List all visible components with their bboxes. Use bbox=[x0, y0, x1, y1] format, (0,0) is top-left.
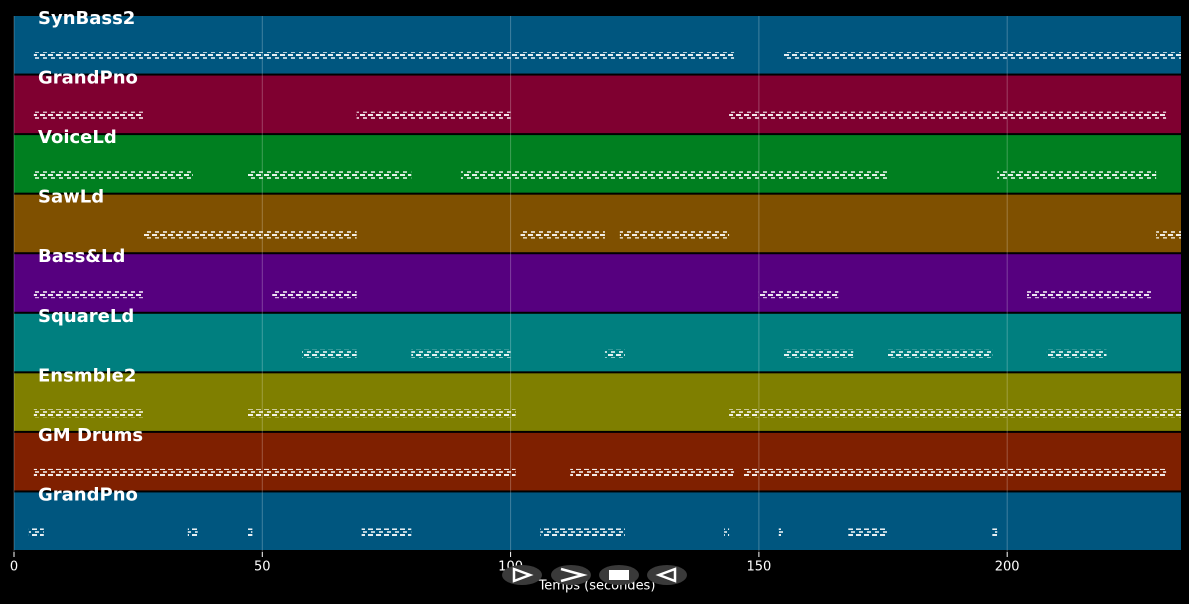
x-tick-label: 200 bbox=[995, 560, 1020, 575]
note-span bbox=[33, 171, 193, 180]
note-span bbox=[460, 171, 889, 180]
note-span bbox=[247, 409, 516, 418]
playback-controls bbox=[502, 565, 687, 585]
track-label: SawLd bbox=[38, 187, 104, 208]
track-lane bbox=[14, 432, 1181, 491]
note-span bbox=[28, 528, 44, 537]
track-lane bbox=[14, 16, 1181, 74]
track-label: Bass&Ld bbox=[38, 246, 125, 267]
note-span bbox=[729, 409, 1181, 418]
note-span bbox=[520, 230, 605, 239]
note-span bbox=[33, 52, 144, 60]
lanes: SynBass2 GrandPno VoiceLd SawLd Bass&Ld Squar… bbox=[14, 8, 1181, 550]
track-lane bbox=[14, 75, 1181, 134]
track-label: SynBass2 bbox=[38, 8, 135, 29]
note-span bbox=[187, 528, 198, 537]
back-button[interactable] bbox=[647, 565, 687, 585]
track-lane bbox=[14, 194, 1181, 253]
note-span bbox=[535, 52, 735, 60]
play-button[interactable] bbox=[502, 565, 542, 585]
note-span bbox=[783, 52, 1181, 60]
note-span bbox=[247, 528, 253, 537]
note-span bbox=[33, 111, 144, 120]
note-span bbox=[33, 468, 144, 477]
note-span bbox=[33, 409, 144, 418]
track-label: GrandPno bbox=[38, 68, 138, 89]
track-label: VoiceLd bbox=[38, 127, 117, 148]
note-span bbox=[143, 230, 357, 239]
track-lane bbox=[14, 373, 1181, 431]
note-span bbox=[1156, 230, 1181, 239]
note-span bbox=[758, 290, 839, 299]
track-label: GrandPno bbox=[38, 484, 138, 505]
note-span bbox=[848, 528, 889, 537]
note-span bbox=[783, 349, 854, 358]
note-span bbox=[33, 290, 144, 299]
note-span bbox=[1027, 290, 1152, 299]
track-lane bbox=[14, 254, 1181, 312]
note-span bbox=[570, 468, 735, 477]
note-span bbox=[997, 171, 1157, 180]
note-span bbox=[247, 171, 412, 180]
track-label: GM Drums bbox=[38, 425, 143, 446]
note-span bbox=[356, 111, 511, 120]
note-span bbox=[540, 528, 625, 537]
note-span bbox=[619, 230, 730, 239]
note-span bbox=[1046, 349, 1107, 358]
x-tick-label: 0 bbox=[10, 560, 18, 575]
x-tick-label: 50 bbox=[254, 560, 271, 575]
note-span bbox=[992, 528, 998, 537]
note-span bbox=[604, 349, 625, 358]
track-lane bbox=[14, 135, 1181, 193]
note-span bbox=[778, 528, 784, 537]
x-tick-label: 150 bbox=[746, 560, 771, 575]
note-span bbox=[888, 349, 993, 358]
track-label: SquareLd bbox=[38, 306, 134, 327]
track-label: Ensmble2 bbox=[38, 365, 136, 386]
note-span bbox=[143, 468, 516, 477]
track-lane bbox=[14, 313, 1181, 372]
forward-button[interactable] bbox=[551, 565, 591, 585]
note-span bbox=[302, 349, 357, 358]
note-span bbox=[361, 528, 412, 537]
note-span bbox=[743, 468, 1167, 477]
note-span bbox=[143, 52, 536, 60]
track-lane bbox=[14, 492, 1181, 550]
note-span bbox=[411, 349, 511, 358]
stop-button[interactable] bbox=[599, 565, 639, 585]
note-span bbox=[272, 290, 357, 299]
note-span bbox=[729, 111, 1167, 120]
note-span bbox=[724, 528, 730, 537]
grid bbox=[13, 16, 1008, 552]
